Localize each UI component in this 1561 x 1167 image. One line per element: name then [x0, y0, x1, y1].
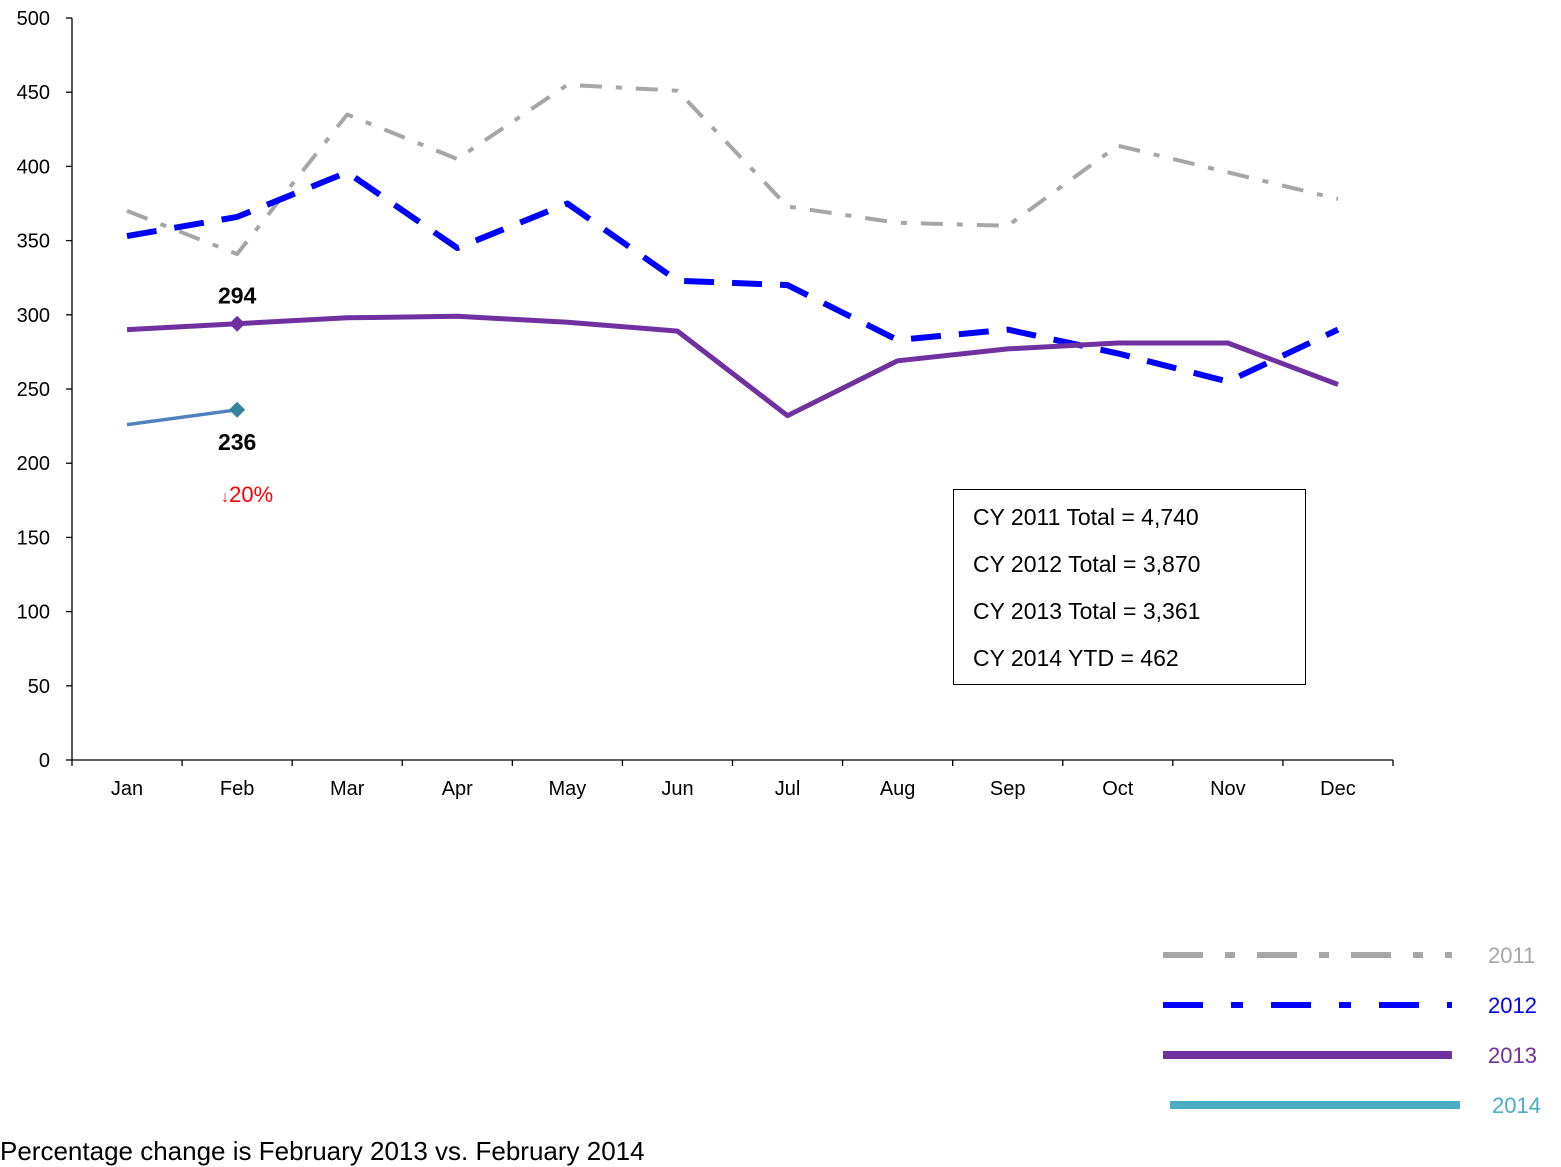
data-label-2013-feb: 294	[218, 283, 257, 309]
x-tick-label: Jan	[111, 778, 143, 800]
x-tick-label: Aug	[880, 778, 916, 800]
y-tick-label: 350	[17, 231, 50, 253]
x-tick-label: Nov	[1210, 778, 1246, 800]
x-tick-label: Jul	[775, 778, 801, 800]
marker-2014-feb	[229, 401, 246, 418]
legend-label-2014: 2014	[1492, 1093, 1541, 1118]
y-tick-label: 0	[39, 750, 50, 772]
y-tick-label: 100	[17, 602, 50, 624]
total-2013: CY 2013 Total = 3,361	[973, 598, 1201, 624]
x-tick-label: Sep	[990, 778, 1026, 800]
y-tick-label: 500	[17, 8, 50, 30]
down-arrow-icon: ↓	[221, 489, 229, 506]
legend-label-2012: 2012	[1488, 993, 1537, 1018]
y-tick-label: 250	[17, 379, 50, 401]
y-tick-label: 50	[28, 676, 50, 698]
series-line-2014	[126, 408, 238, 427]
percent-change-value: 20%	[229, 482, 273, 507]
x-tick-label: Oct	[1102, 778, 1134, 800]
x-tick-label: May	[548, 778, 586, 800]
x-tick-label: Dec	[1320, 778, 1356, 800]
x-tick-label: Jun	[661, 778, 693, 800]
y-tick-label: 450	[17, 82, 50, 104]
y-tick-label: 300	[17, 305, 50, 327]
series-line-2011	[126, 82, 1339, 256]
legend: 2011 2012 2013 2014	[1163, 943, 1541, 1118]
percent-change-label: ↓20%	[221, 482, 273, 507]
series-line-2012	[126, 169, 1340, 385]
totals-box: CY 2011 Total = 4,740 CY 2012 Total = 3,…	[953, 489, 1306, 685]
data-label-2014-feb: 236	[218, 429, 256, 455]
y-tick-label: 400	[17, 156, 50, 178]
footnote: Percentage change is February 2013 vs. F…	[0, 1136, 645, 1166]
x-tick-label: Feb	[220, 778, 254, 800]
legend-label-2013: 2013	[1488, 1043, 1537, 1068]
marker-2013-feb	[229, 315, 246, 332]
series-line-2013	[126, 313, 1339, 419]
y-tick-label: 200	[17, 453, 50, 475]
ytd-2014: CY 2014 YTD = 462	[973, 645, 1179, 671]
total-2012: CY 2012 Total = 3,870	[973, 551, 1201, 577]
x-tick-label: Apr	[442, 778, 473, 800]
series-lines	[126, 82, 1340, 427]
total-2011: CY 2011 Total = 4,740	[973, 504, 1199, 530]
y-tick-label: 150	[17, 527, 50, 549]
axes: 0 50 100 150 200 250 300 350 400 450 500 Jan Feb Mar A…	[17, 8, 1394, 800]
data-markers	[229, 315, 246, 418]
x-tick-label: Mar	[330, 778, 365, 800]
legend-label-2011: 2011	[1488, 943, 1535, 968]
